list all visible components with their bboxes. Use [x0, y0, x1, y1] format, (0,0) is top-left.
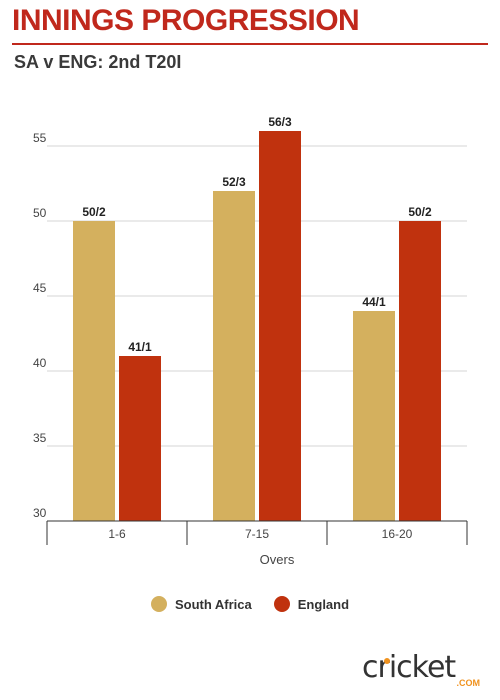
bar-data-label: 50/2 — [82, 205, 106, 219]
title-divider — [12, 43, 488, 45]
bar-chart: 30 35 40 45 50 55 50/2 41/1 1-6 52/3 56/3 7-15 44/1 5… — [33, 115, 468, 567]
legend-swatch-england — [273, 596, 290, 612]
bar — [353, 311, 395, 521]
bar-data-label: 44/1 — [362, 295, 386, 309]
logo-domain: .COM — [456, 678, 481, 688]
y-tick-label: 30 — [33, 506, 47, 520]
bar-data-label: 41/1 — [128, 340, 152, 354]
x-tick-label: 1-6 — [108, 527, 126, 541]
y-tick-label: 55 — [33, 131, 47, 145]
chart-title: INNINGS PROGRESSION — [12, 4, 360, 37]
legend-item-england: England — [273, 596, 350, 612]
logo-wordmark: cricket — [362, 650, 456, 685]
bar-data-label: 56/3 — [268, 115, 292, 129]
x-tick-label: 16-20 — [382, 527, 413, 541]
x-axis-title: Overs — [260, 552, 295, 567]
bar — [119, 356, 161, 521]
legend-label-south-africa: South Africa — [174, 596, 252, 612]
bar-data-label: 50/2 — [408, 205, 432, 219]
legend-swatch-south-africa — [150, 596, 167, 612]
bar — [213, 191, 255, 521]
bar — [73, 221, 115, 521]
bar — [259, 131, 301, 521]
y-tick-label: 50 — [33, 206, 47, 220]
logo-accent-dot — [384, 658, 390, 664]
cricket-com-logo: cricket .COM — [362, 650, 482, 690]
y-tick-label: 40 — [33, 356, 47, 370]
bar-data-label: 52/3 — [222, 175, 246, 189]
x-tick-label: 7-15 — [245, 527, 269, 541]
chart-subtitle: SA v ENG: 2nd T20I — [14, 52, 182, 72]
y-tick-label: 35 — [33, 431, 47, 445]
bar — [399, 221, 441, 521]
y-tick-label: 45 — [33, 281, 47, 295]
legend-item-south-africa: South Africa — [150, 596, 252, 612]
legend-label-england: England — [297, 596, 350, 612]
chart-legend: South Africa England — [0, 596, 500, 612]
